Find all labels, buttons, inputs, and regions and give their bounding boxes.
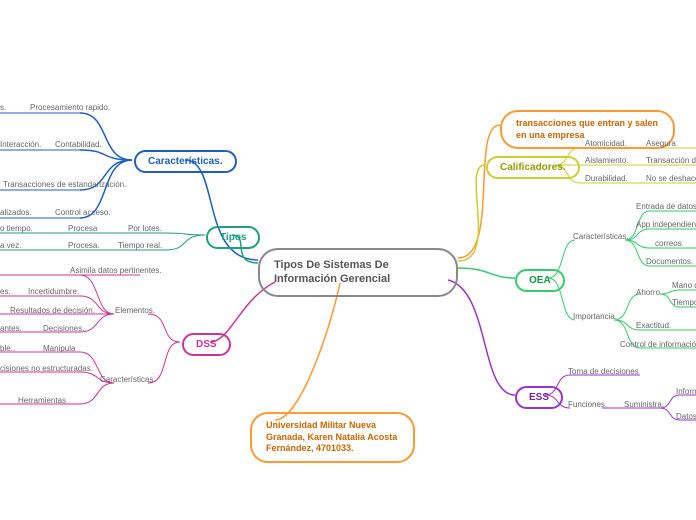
leaf-entrada: Entrada de datos. xyxy=(636,202,696,211)
leaf-es: es. xyxy=(0,287,11,296)
sub-caract3: Características. xyxy=(573,232,629,241)
leaf-manipula: Manipula xyxy=(43,344,75,353)
sub-func: Funciones. xyxy=(568,400,607,409)
sub-elementos: Elementos. xyxy=(115,306,155,315)
leaf-herram: Herramientas xyxy=(18,396,66,405)
leaf-contabilidad: Contabilidad. xyxy=(55,140,102,149)
branch-calif: Calificadores. xyxy=(486,156,580,179)
leaf-sumin: Suministra. xyxy=(624,400,664,409)
sub-import: Importancia. xyxy=(573,312,617,321)
leaf-alizados: alizados. xyxy=(0,208,32,217)
branch-caracteristicas: Características. xyxy=(134,150,237,173)
leaf-procesa1: Procesa xyxy=(68,224,97,233)
leaf-tiempo2: Tiempo. xyxy=(672,298,696,307)
leaf-aisl: Aislamiento. xyxy=(585,156,629,165)
branch-oea: OEA xyxy=(515,269,565,292)
leaf-tiempo1: o tiempo. xyxy=(0,224,33,233)
footer-credit: Universidad Militar Nueva Granada, Karen… xyxy=(250,412,415,463)
leaf-docs: Documentos. xyxy=(646,257,693,266)
leaf-result: Resultados de decisión. xyxy=(10,306,95,315)
leaf-real: Tiempo real. xyxy=(118,241,162,250)
leaf-toma: Toma de decisiones xyxy=(568,367,639,376)
leaf-interaccion: Interacción. xyxy=(0,140,41,149)
leaf-decis: Decisiones. xyxy=(43,324,84,333)
leaf-ps: s. xyxy=(0,103,6,112)
leaf-noestruct: cisiones no estructuradas. xyxy=(0,364,93,373)
leaf-durab: Durabilidad. xyxy=(585,174,628,183)
leaf-app: App independientes. xyxy=(636,220,696,229)
leaf-ble: ble.. xyxy=(0,344,15,353)
leaf-rapido: Procesamiento rapido. xyxy=(30,103,110,112)
leaf-mano: Mano de xyxy=(672,281,696,290)
branch-ess: ESS xyxy=(515,386,563,409)
leaf-trans-est: Transacciones de estandarización. xyxy=(3,180,126,189)
leaf-controlinfo: Control de información. xyxy=(620,340,696,349)
branch-dss: DSS xyxy=(182,333,231,356)
leaf-lotes: Por lotes. xyxy=(128,224,162,233)
leaf-control: Control acceso. xyxy=(55,208,111,217)
leaf-datos: Datos c xyxy=(676,412,696,421)
leaf-antes: antes. xyxy=(0,324,22,333)
leaf-exact: Exactitud. xyxy=(636,321,671,330)
leaf-inform: Inform xyxy=(676,387,696,396)
sub-caract2: Características. xyxy=(100,375,156,384)
leaf-asegura: Asegura xyxy=(646,139,676,148)
center-topic: Tipos De Sistemas De Información Gerenci… xyxy=(258,248,458,297)
leaf-correos: correos. xyxy=(655,239,684,248)
leaf-incert: Incertidumbre. xyxy=(28,287,79,296)
leaf-procesa2: Procesa. xyxy=(68,241,100,250)
leaf-ahorro: Ahorro xyxy=(636,288,660,297)
leaf-transdif: Transacción dif xyxy=(646,156,696,165)
leaf-asimila: Asimila datos pertinentes. xyxy=(70,266,162,275)
leaf-nodesh: No se deshace. xyxy=(646,174,696,183)
leaf-atom: Atomicidad. xyxy=(585,139,627,148)
branch-tipos: Tipos xyxy=(206,226,260,249)
leaf-vez: a vez. xyxy=(0,241,21,250)
